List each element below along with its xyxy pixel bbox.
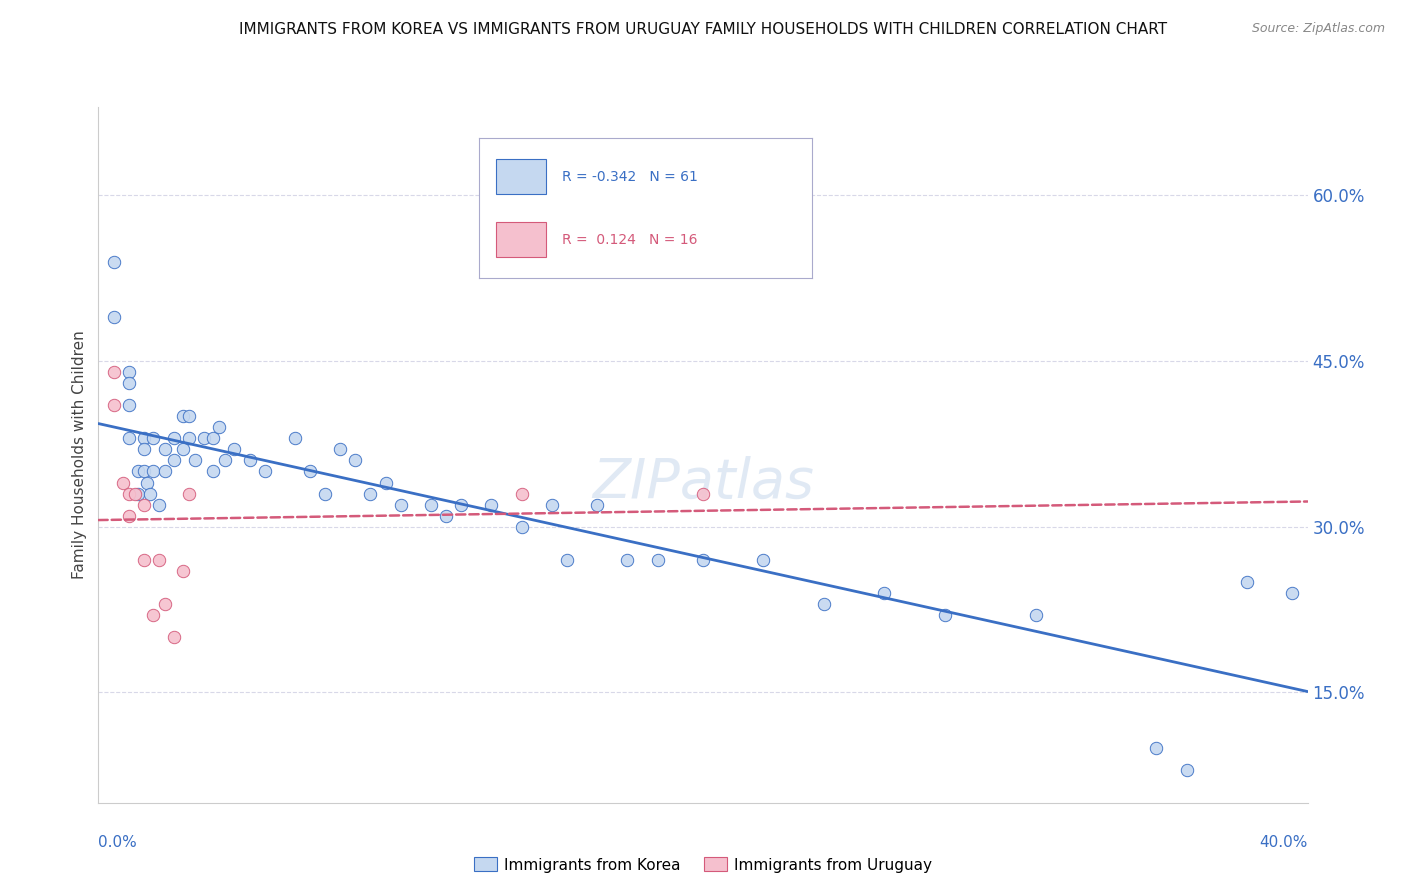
Point <box>177 431 201 445</box>
Point <box>172 409 194 424</box>
Point <box>692 486 714 500</box>
Point <box>153 442 176 457</box>
Point <box>389 498 412 512</box>
Point <box>163 431 186 445</box>
Point <box>692 553 714 567</box>
Point <box>132 431 155 445</box>
Point <box>135 475 157 490</box>
Point <box>344 453 367 467</box>
Point <box>111 475 134 490</box>
Point <box>647 553 669 567</box>
Point <box>163 630 186 644</box>
Point <box>172 564 194 578</box>
Point <box>419 498 441 512</box>
Point <box>224 442 246 457</box>
Point <box>434 508 457 523</box>
Point <box>118 365 141 379</box>
Point <box>142 431 165 445</box>
Point <box>103 310 125 324</box>
Point <box>118 398 141 412</box>
Y-axis label: Family Households with Children: Family Households with Children <box>72 331 87 579</box>
Point <box>873 586 896 600</box>
Point <box>148 553 170 567</box>
Point <box>103 365 125 379</box>
Point <box>253 465 276 479</box>
Text: IMMIGRANTS FROM KOREA VS IMMIGRANTS FROM URUGUAY FAMILY HOUSEHOLDS WITH CHILDREN: IMMIGRANTS FROM KOREA VS IMMIGRANTS FROM… <box>239 22 1167 37</box>
Point <box>510 486 533 500</box>
Point <box>299 465 322 479</box>
Point <box>616 553 638 567</box>
Point <box>118 376 141 391</box>
Point <box>1236 574 1258 589</box>
Text: 0.0%: 0.0% <box>98 836 138 850</box>
Point <box>103 398 125 412</box>
Point <box>374 475 396 490</box>
Point <box>193 431 215 445</box>
Point <box>132 442 155 457</box>
Point <box>172 442 194 457</box>
Point <box>1281 586 1303 600</box>
Point <box>1144 740 1167 755</box>
Point <box>202 431 225 445</box>
Point <box>752 553 775 567</box>
Point <box>239 453 262 467</box>
Point <box>329 442 352 457</box>
Point <box>177 486 201 500</box>
Point <box>586 498 609 512</box>
Point <box>132 498 155 512</box>
Point <box>202 465 225 479</box>
Point <box>555 553 578 567</box>
Point <box>142 465 165 479</box>
Point <box>813 597 835 611</box>
Point <box>124 486 146 500</box>
Point <box>1175 763 1198 777</box>
Point <box>132 465 155 479</box>
Point <box>934 608 956 623</box>
Point <box>540 498 562 512</box>
Point <box>132 553 155 567</box>
Point <box>153 597 176 611</box>
Point <box>360 486 382 500</box>
Point <box>163 453 186 467</box>
Text: 40.0%: 40.0% <box>1260 836 1308 850</box>
Point <box>481 498 503 512</box>
Point <box>127 465 149 479</box>
Point <box>1024 608 1046 623</box>
Point <box>142 608 165 623</box>
Point <box>510 519 533 533</box>
Point <box>284 431 307 445</box>
Point <box>208 420 231 434</box>
Legend: Immigrants from Korea, Immigrants from Uruguay: Immigrants from Korea, Immigrants from U… <box>468 851 938 879</box>
Point <box>118 431 141 445</box>
Point <box>127 486 149 500</box>
Point <box>148 498 170 512</box>
Point <box>214 453 236 467</box>
Point <box>177 409 201 424</box>
Point <box>118 486 141 500</box>
Point <box>314 486 336 500</box>
Point <box>184 453 207 467</box>
Text: Source: ZipAtlas.com: Source: ZipAtlas.com <box>1251 22 1385 36</box>
Point <box>139 486 162 500</box>
Point <box>118 508 141 523</box>
Point <box>450 498 472 512</box>
Point <box>103 254 125 268</box>
Point <box>153 465 176 479</box>
Text: ZIPatlas: ZIPatlas <box>592 456 814 509</box>
